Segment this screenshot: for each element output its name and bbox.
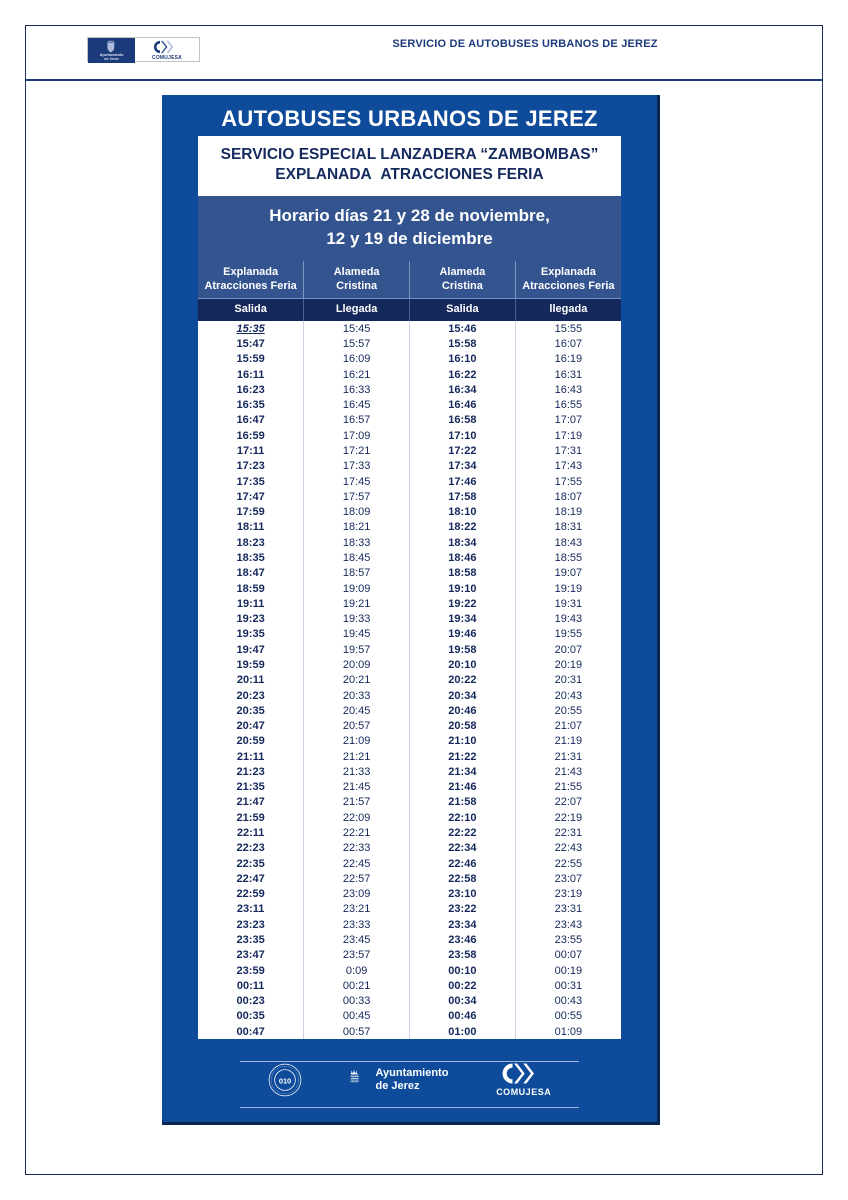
svg-text:010: 010 [279, 1076, 291, 1085]
